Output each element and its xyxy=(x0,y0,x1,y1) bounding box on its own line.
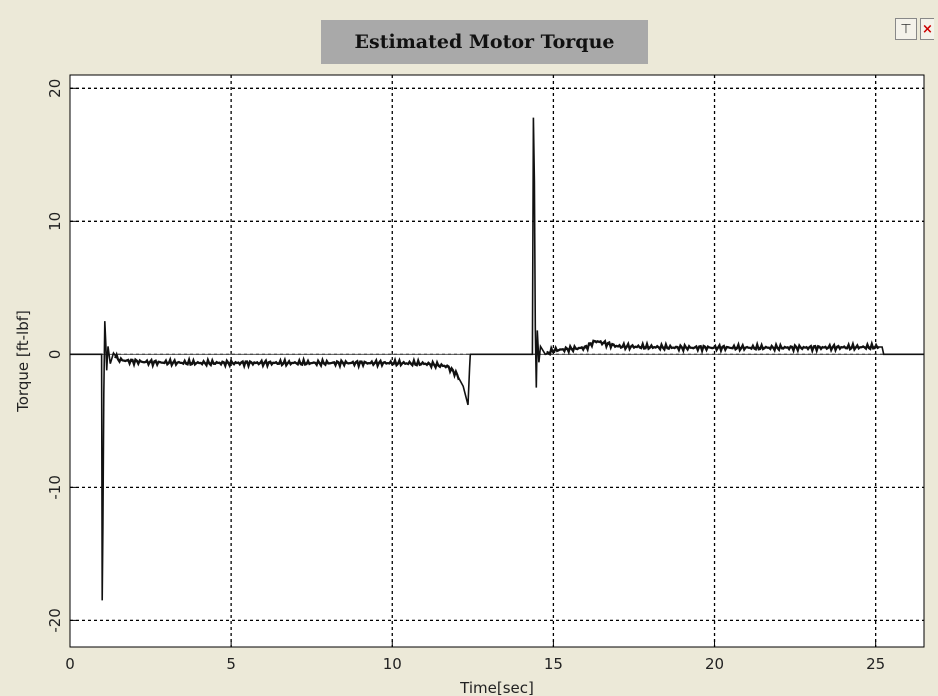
x-tick-labels: 0 5 10 15 20 25 xyxy=(65,655,885,673)
y-axis-label: Torque [ft-lbf] xyxy=(14,310,32,413)
pin-icon[interactable]: ⊤ xyxy=(895,18,917,40)
x-tick-label: 15 xyxy=(544,655,563,673)
x-tick-label: 25 xyxy=(866,655,885,673)
y-tick-label: 10 xyxy=(46,212,64,231)
x-tick-label: 0 xyxy=(65,655,75,673)
x-axis-label: Time[sec] xyxy=(459,679,534,696)
close-icon[interactable]: × xyxy=(920,18,934,40)
x-tick-label: 10 xyxy=(383,655,402,673)
y-tick-label: -10 xyxy=(46,475,64,500)
chart-title: Estimated Motor Torque xyxy=(321,20,648,64)
y-tick-labels: -20 -10 0 10 20 xyxy=(46,79,64,633)
series-noise-band xyxy=(114,339,880,381)
x-tick-label: 20 xyxy=(705,655,724,673)
chart-title-text: Estimated Motor Torque xyxy=(354,31,615,53)
y-tick-label: 0 xyxy=(46,350,64,360)
y-tick-label: -20 xyxy=(46,608,64,633)
y-tick-label: 20 xyxy=(46,79,64,98)
axis-ticks xyxy=(69,87,877,647)
x-tick-label: 5 xyxy=(226,655,236,673)
figure-toolbar: ⊤ × xyxy=(895,18,934,40)
